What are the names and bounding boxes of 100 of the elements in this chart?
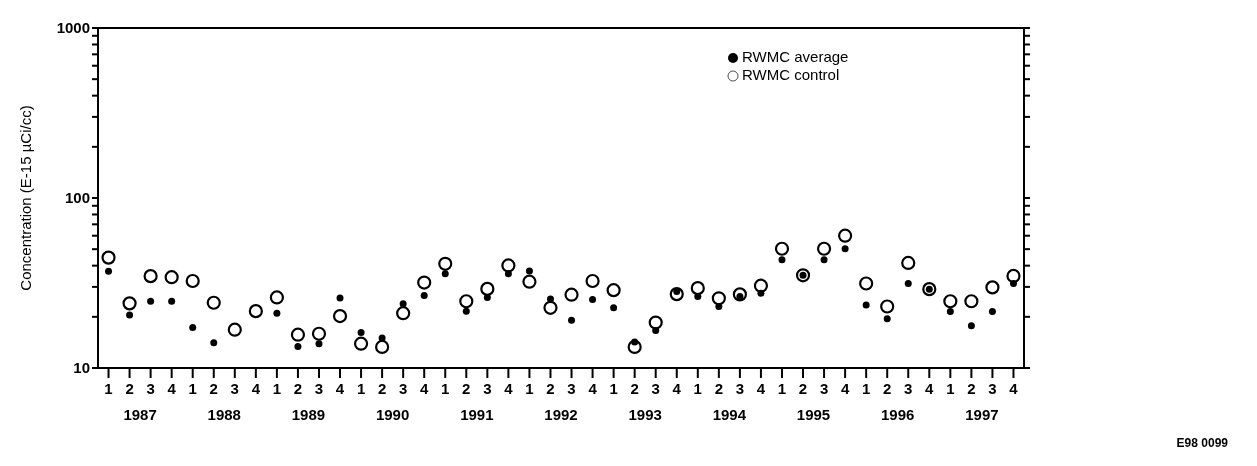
point: [441, 270, 449, 278]
point: [357, 328, 365, 336]
point: [838, 228, 853, 243]
point: [206, 295, 221, 310]
x-tick-label: 3: [483, 380, 492, 397]
point: [901, 255, 916, 271]
point: [332, 308, 348, 324]
x-tick-label: 3: [904, 380, 913, 397]
point: [126, 311, 134, 319]
x-tick-label: 2: [293, 380, 303, 397]
point: [543, 300, 558, 315]
point: [438, 256, 453, 271]
point: [964, 294, 979, 309]
text: 1988: [207, 406, 241, 423]
point: [568, 316, 576, 324]
x-tick-label: 2: [546, 380, 555, 397]
x-tick-label: 1: [609, 380, 618, 397]
point: [522, 274, 537, 289]
point: [143, 269, 158, 284]
point: [943, 294, 958, 309]
point: [711, 291, 726, 306]
legend-label: RWMC average: [742, 48, 849, 65]
point: [648, 315, 663, 330]
x-tick-label: 2: [630, 380, 639, 397]
x-tick-label: 4: [251, 380, 261, 397]
point: [967, 322, 975, 330]
point: [480, 281, 495, 296]
x-tick-label: 1: [104, 380, 113, 397]
point: [627, 339, 642, 355]
x-tick-label: 3: [651, 380, 660, 397]
point: [459, 294, 474, 309]
point: [315, 340, 323, 348]
point: [774, 241, 790, 256]
point: [904, 280, 912, 288]
x-tick-label: 1: [946, 380, 955, 397]
point: [122, 296, 137, 311]
point: [248, 304, 263, 319]
point: [922, 282, 937, 297]
point: [311, 326, 327, 341]
text: 1991: [460, 406, 494, 423]
point: [669, 287, 684, 302]
x-tick-label: 1: [693, 380, 702, 397]
point: [420, 291, 428, 299]
text: 1996: [881, 406, 915, 423]
point: [147, 297, 155, 305]
point: [227, 322, 242, 337]
point: [820, 256, 828, 264]
x-tick-label: 4: [420, 380, 430, 397]
x-tick-label: 4: [756, 380, 766, 397]
text: 1989: [291, 406, 326, 423]
point: [269, 290, 284, 305]
x-tick-label: 3: [819, 380, 829, 397]
point: [396, 306, 411, 321]
x-tick-label: 4: [335, 380, 345, 397]
point: [841, 245, 849, 253]
point: [816, 241, 832, 256]
y-axis-title: Concentration (E-15 µCi/cc): [17, 105, 35, 291]
x-tick-label: 3: [567, 380, 576, 397]
x-tick-label: 4: [840, 380, 850, 397]
point: [164, 270, 179, 285]
x-tick-label: 3: [230, 380, 239, 397]
point: [985, 280, 1000, 295]
point: [795, 268, 811, 283]
point: [294, 342, 302, 350]
text: 1990: [375, 406, 410, 423]
point: [690, 281, 705, 296]
point: [883, 315, 891, 323]
x-tick-label: 3: [314, 380, 324, 397]
point: [210, 339, 218, 347]
x-tick-label: 1: [272, 380, 282, 397]
point: [862, 301, 870, 309]
point: [353, 336, 369, 351]
x-tick-label: 2: [883, 380, 892, 397]
point: [101, 250, 116, 265]
text: 1993: [628, 406, 662, 423]
x-tick-label: 2: [714, 380, 724, 397]
point: [189, 324, 197, 332]
x-tick-label: 1: [441, 380, 450, 397]
point: [585, 273, 600, 289]
x-tick-label: 4: [1009, 380, 1019, 397]
point: [375, 339, 390, 355]
x-tick-label: 2: [209, 380, 218, 397]
x-tick-label: 1: [861, 380, 871, 397]
point: [185, 273, 200, 289]
point: [778, 256, 786, 264]
point: [946, 307, 954, 315]
text: 1995: [796, 406, 831, 423]
x-tick-label: 4: [504, 380, 514, 397]
point: [1006, 268, 1021, 284]
point: [462, 307, 470, 315]
point: [606, 283, 621, 298]
x-tick-label: 1: [525, 380, 534, 397]
x-tick-label: 3: [398, 380, 408, 397]
point: [880, 299, 895, 314]
point: [753, 278, 769, 293]
y-tick-label: 100: [64, 189, 90, 207]
x-tick-label: 2: [798, 380, 808, 397]
point: [732, 287, 747, 302]
x-tick-label: 1: [188, 380, 197, 397]
point: [399, 300, 407, 308]
